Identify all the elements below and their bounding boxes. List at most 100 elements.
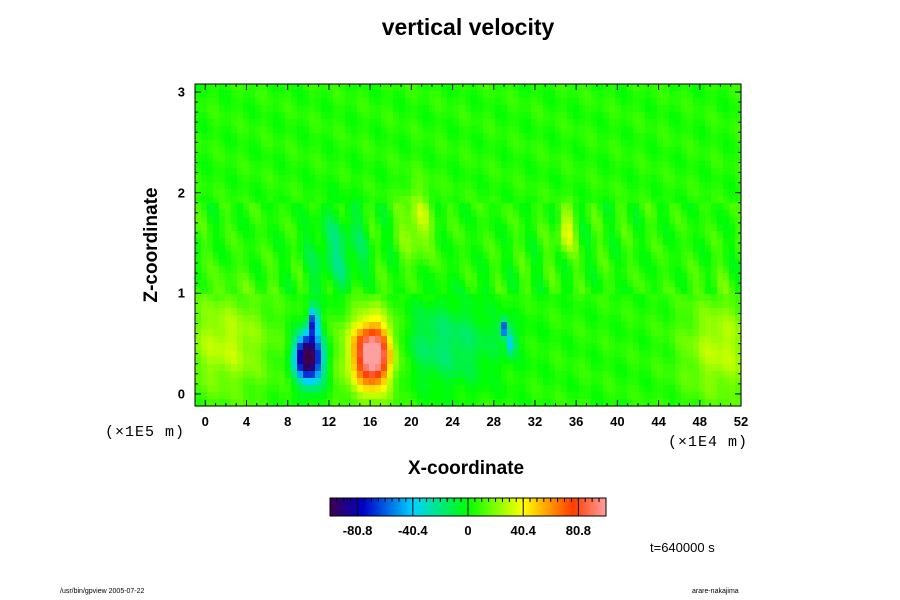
heatmap-cell	[591, 315, 598, 323]
heatmap-cell	[405, 329, 412, 337]
heatmap-cell	[525, 168, 532, 176]
heatmap-cell	[201, 259, 208, 267]
heatmap-cell	[567, 252, 574, 260]
heatmap-cell	[351, 385, 358, 393]
x-tick-label: 12	[321, 414, 337, 429]
heatmap-cell	[441, 119, 448, 127]
heatmap-cell	[639, 147, 646, 155]
heatmap-cell	[225, 336, 232, 344]
heatmap-cell	[669, 154, 676, 162]
heatmap-cell	[567, 266, 574, 274]
heatmap-cell	[681, 140, 688, 148]
heatmap-cell	[441, 105, 448, 113]
heatmap-cell	[585, 210, 592, 218]
heatmap-cell	[363, 140, 370, 148]
heatmap-cell	[483, 147, 490, 155]
heatmap-cell	[195, 182, 202, 190]
heatmap-cell	[717, 329, 724, 337]
heatmap-cell	[507, 378, 514, 386]
heatmap-cell	[441, 98, 448, 106]
heatmap-cell	[669, 364, 676, 372]
heatmap-cell	[261, 329, 268, 337]
heatmap-cell	[561, 392, 568, 400]
heatmap-cell	[633, 294, 640, 302]
heatmap-cell	[561, 168, 568, 176]
heatmap-cell	[297, 301, 304, 309]
heatmap-cell	[285, 273, 292, 281]
heatmap-cell	[597, 210, 604, 218]
heatmap-cell	[429, 392, 436, 400]
heatmap-cell	[267, 273, 274, 281]
heatmap-cell	[465, 210, 472, 218]
heatmap-cell	[507, 266, 514, 274]
heatmap-cell	[675, 399, 682, 407]
heatmap-cell	[327, 154, 334, 162]
heatmap-cell	[303, 231, 310, 239]
heatmap-cell	[675, 301, 682, 309]
heatmap-cell	[237, 105, 244, 113]
heatmap-cell	[603, 294, 610, 302]
heatmap-cell	[333, 378, 340, 386]
heatmap-cell	[735, 322, 742, 330]
heatmap-cell	[399, 364, 406, 372]
heatmap-cell	[579, 147, 586, 155]
heatmap-cell	[531, 329, 538, 337]
heatmap-cell	[621, 182, 628, 190]
heatmap-cell	[327, 336, 334, 344]
heatmap-cell	[579, 217, 586, 225]
heatmap-cell	[627, 84, 634, 92]
heatmap-cell	[333, 91, 340, 99]
heatmap-cell	[393, 168, 400, 176]
heatmap-cell	[345, 252, 352, 260]
heatmap-cell	[423, 91, 430, 99]
heatmap-cell	[621, 364, 628, 372]
heatmap-cell	[453, 119, 460, 127]
heatmap-cell	[651, 238, 658, 246]
heatmap-cell	[645, 133, 652, 141]
heatmap-cell	[705, 308, 712, 316]
heatmap-cell	[585, 161, 592, 169]
heatmap-cell	[303, 105, 310, 113]
heatmap-cell	[195, 385, 202, 393]
heatmap-cell	[387, 287, 394, 295]
heatmap-cell	[321, 189, 328, 197]
y-axis-label: Z-coordinate	[141, 187, 162, 303]
heatmap-cell	[471, 105, 478, 113]
heatmap-cell	[219, 154, 226, 162]
heatmap-cell	[477, 203, 484, 211]
heatmap-cell	[525, 238, 532, 246]
heatmap-cell	[321, 399, 328, 407]
heatmap-cell	[561, 343, 568, 351]
heatmap-cell	[303, 308, 310, 316]
heatmap-cell	[633, 336, 640, 344]
heatmap-cell	[315, 196, 322, 204]
y-tick-label: 2	[177, 185, 185, 201]
heatmap-cell	[693, 280, 700, 288]
heatmap-cell	[393, 252, 400, 260]
heatmap-cell	[675, 322, 682, 330]
heatmap-cell	[213, 168, 220, 176]
heatmap-cell	[249, 238, 256, 246]
heatmap-cell	[561, 329, 568, 337]
heatmap-cell	[447, 126, 454, 134]
heatmap-cell	[567, 91, 574, 99]
heatmap-cell	[519, 336, 526, 344]
heatmap-cell	[609, 140, 616, 148]
heatmap-cell	[501, 217, 508, 225]
heatmap-cell	[609, 217, 616, 225]
heatmap-cell	[495, 189, 502, 197]
heatmap-cell	[513, 399, 520, 407]
heatmap-cell	[567, 287, 574, 295]
heatmap-cell	[321, 259, 328, 267]
heatmap-cell	[675, 112, 682, 120]
heatmap-cell	[555, 252, 562, 260]
heatmap-cell	[195, 224, 202, 232]
heatmap-cell	[279, 336, 286, 344]
heatmap-cell	[369, 105, 376, 113]
heatmap-cell	[633, 196, 640, 204]
heatmap-cell	[459, 385, 466, 393]
heatmap-cell	[369, 273, 376, 281]
heatmap-cell	[537, 161, 544, 169]
heatmap-cell	[381, 392, 388, 400]
heatmap-cell	[369, 91, 376, 99]
